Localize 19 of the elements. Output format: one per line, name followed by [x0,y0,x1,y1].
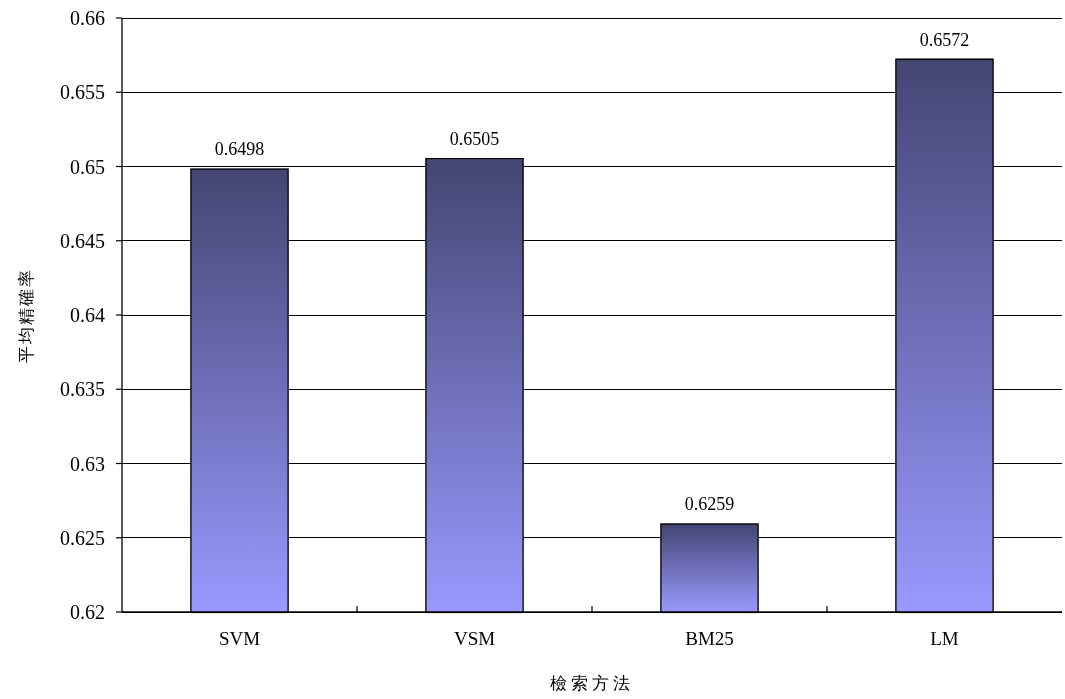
x-tick-label: VSM [453,628,496,649]
y-tick-label: 0.645 [60,229,105,252]
x-axis-title: 檢索方法 [550,674,634,693]
data-label: 0.6259 [684,494,735,515]
x-tick-label: LM [930,628,959,649]
data-label: 0.6572 [919,29,970,50]
y-tick-label: 0.64 [70,304,105,326]
y-tick-label: 0.62 [70,601,105,623]
y-tick-label: 0.63 [70,452,105,475]
y-tick-label: 0.635 [60,378,105,401]
data-label: 0.6505 [449,129,500,150]
y-tick-label: 0.66 [70,7,105,29]
x-tick-label: BM25 [685,628,734,649]
y-tick-label: 0.65 [70,155,105,178]
x-tick-label: SVM [218,628,261,649]
y-axis-title: 平均精確率 [17,267,36,363]
y-tick-label: 0.655 [60,81,105,104]
data-label: 0.6498 [214,139,265,160]
y-tick-label: 0.625 [60,526,105,549]
